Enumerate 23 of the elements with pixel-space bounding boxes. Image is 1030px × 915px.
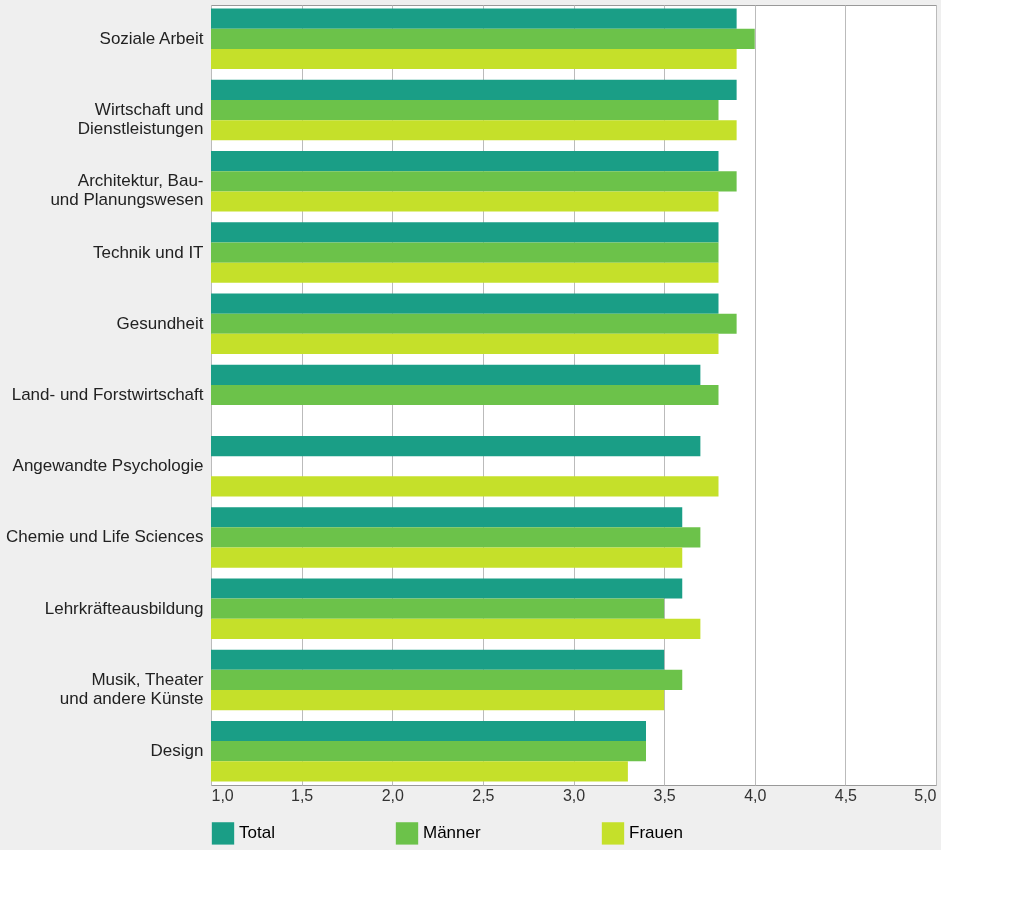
y-tick-label: Architektur, Bau- und Planungswesen: [50, 171, 204, 210]
y-tick-label: Musik, Theater und andere Künste: [59, 669, 204, 708]
x-tick-label: 3,5: [653, 786, 676, 804]
y-tick-label: Chemie und Life Sciences: [5, 527, 204, 547]
x-tick-label: 4,0: [744, 786, 767, 804]
x-tick-label: 1,0: [211, 786, 234, 804]
y-tick-label: Technik und IT: [92, 242, 204, 262]
legend-label: Frauen: [629, 823, 683, 843]
x-tick-label: 5,0: [914, 786, 937, 804]
y-tick-label: Land- und Forstwirtschaft: [11, 385, 204, 404]
x-tick-label: 3,0: [562, 786, 586, 804]
legend-label: Total: [239, 823, 275, 843]
y-tick-label: Gesundheit: [116, 313, 204, 333]
y-tick-label: Soziale Arbeit: [99, 28, 204, 48]
x-tick-label: 1,5: [291, 786, 314, 804]
y-tick-label: Wirtschaft und Dienstleistungen: [77, 100, 204, 139]
y-tick-label: Lehrkräfteausbildung: [44, 598, 204, 618]
x-tick-label: 2,5: [472, 786, 495, 804]
legend-label: Männer: [423, 823, 481, 843]
y-tick-label: Design: [150, 741, 204, 761]
x-tick-label: 2,0: [381, 786, 404, 804]
x-tick-label: 4,5: [834, 786, 858, 804]
y-tick-label: Angewandte Psychologie: [12, 456, 204, 476]
